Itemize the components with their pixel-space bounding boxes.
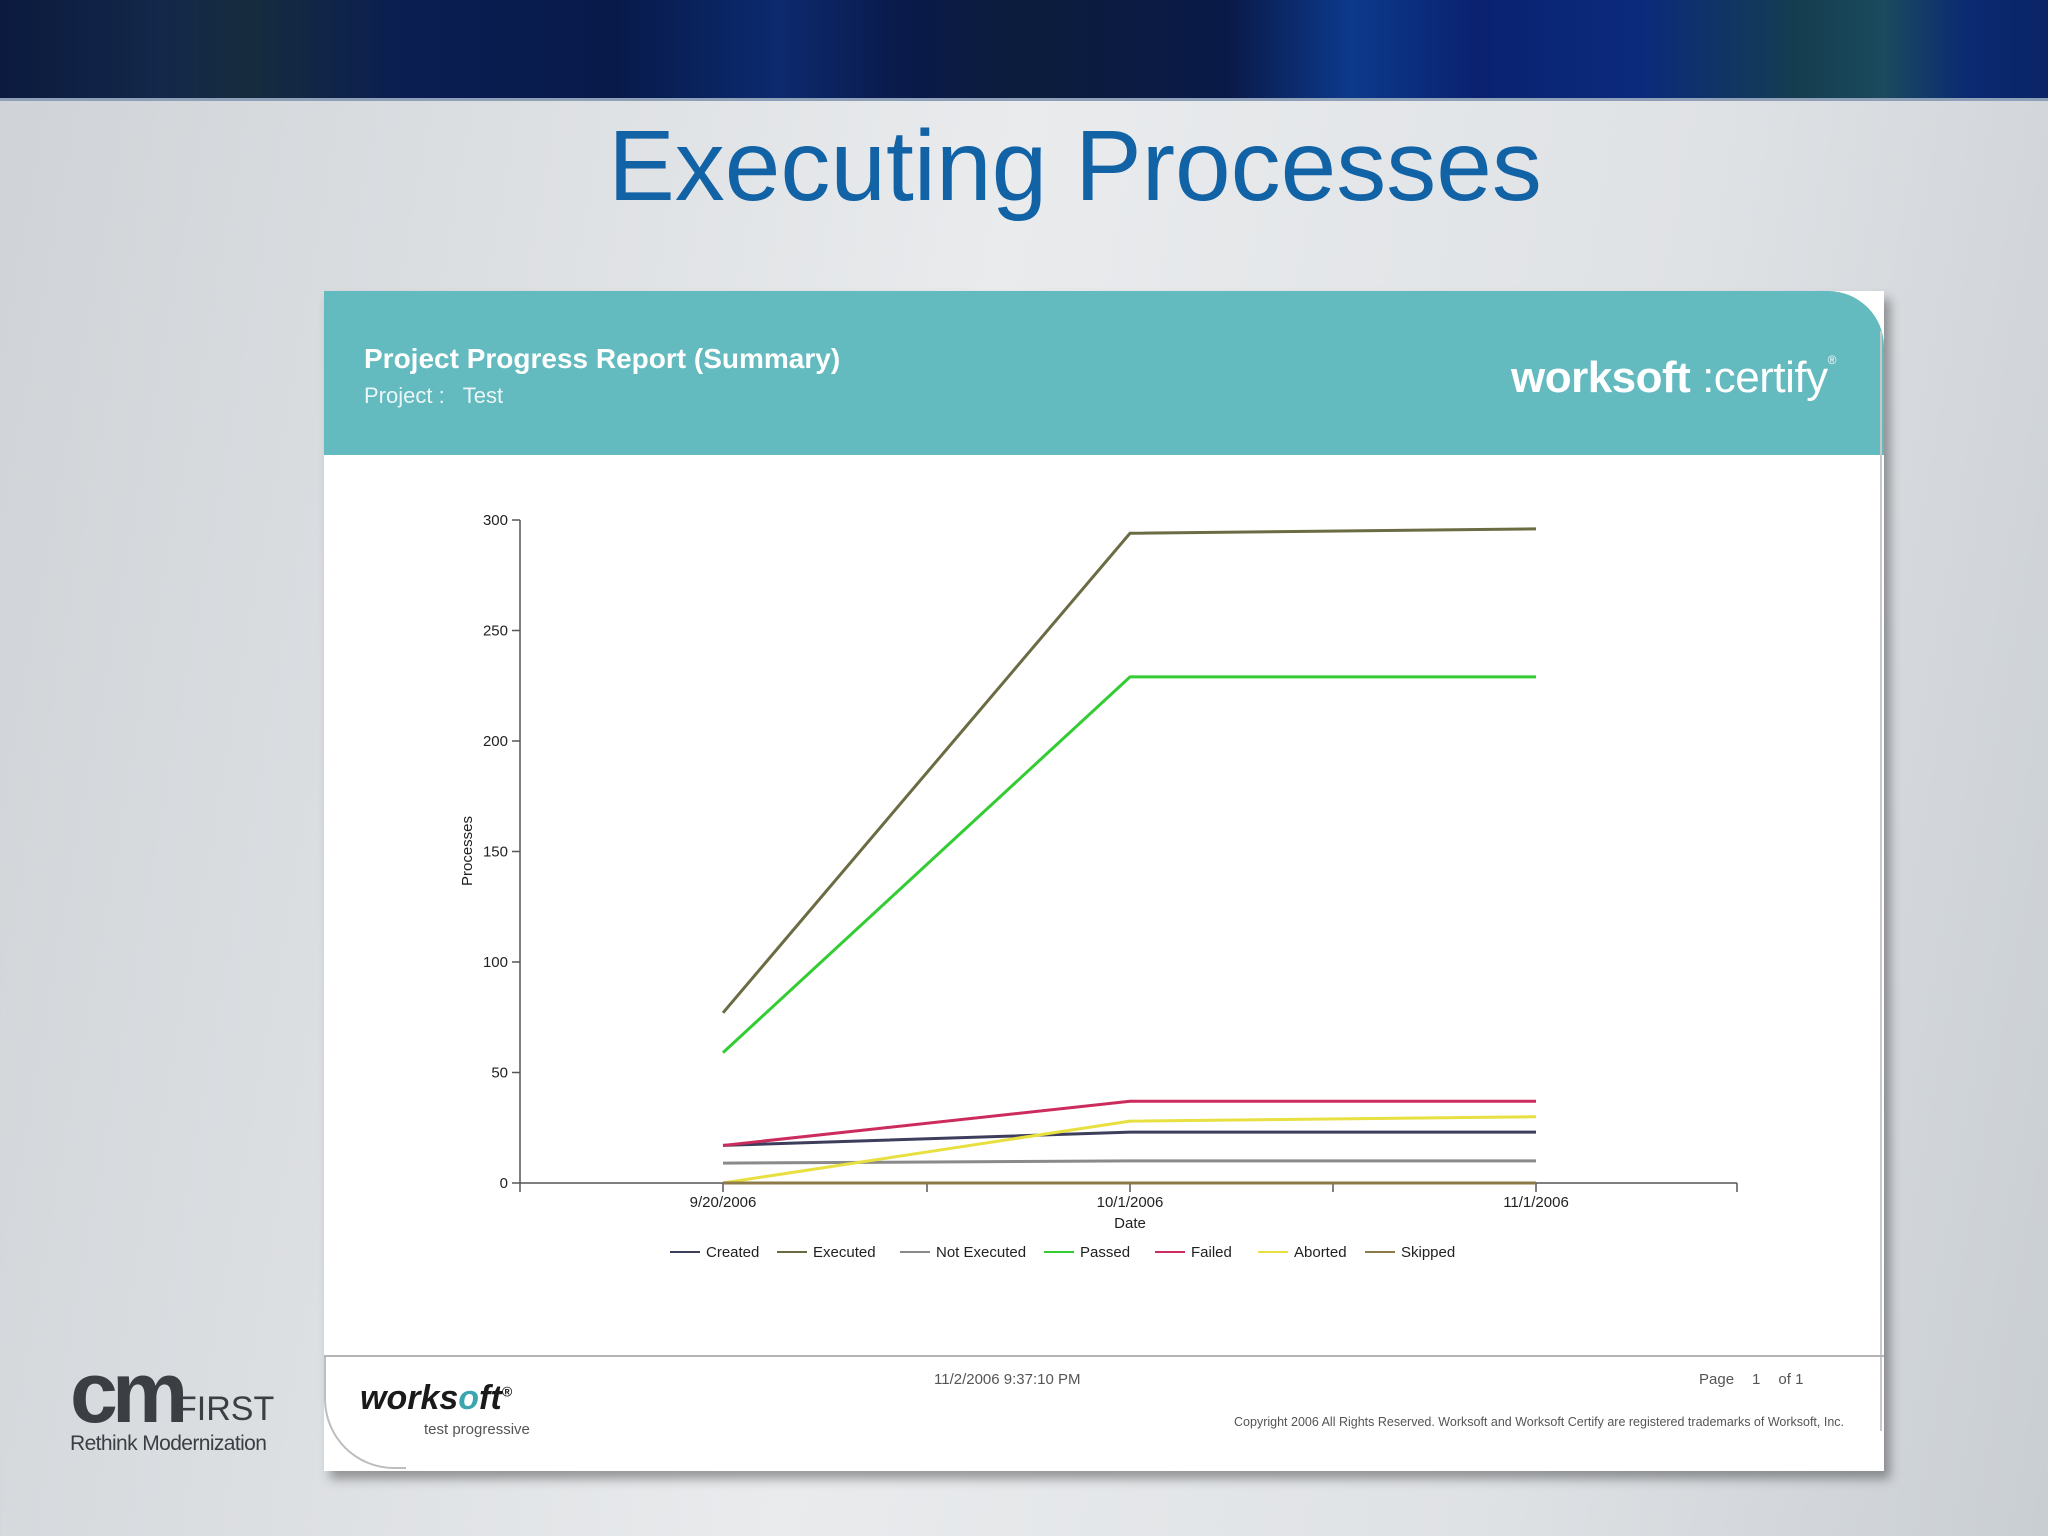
y-tick-label: 150 bbox=[483, 844, 508, 861]
y-axis-label: Processes bbox=[459, 816, 476, 886]
brand-bold: worksoft bbox=[1510, 353, 1691, 402]
legend-label: Executed bbox=[813, 1244, 876, 1261]
x-axis-label: Date bbox=[1114, 1215, 1146, 1232]
top-banner bbox=[0, 0, 2048, 101]
y-tick-label: 100 bbox=[483, 954, 508, 971]
report-title: Project Progress Report (Summary) bbox=[364, 343, 841, 374]
x-tick-label: 10/1/2006 bbox=[1097, 1194, 1164, 1211]
brand-light: :certify bbox=[1702, 353, 1828, 402]
project-label: Project : bbox=[364, 383, 445, 408]
footer-logo-suffix: ft bbox=[479, 1379, 502, 1417]
report-header: Project Progress Report (Summary) Projec… bbox=[324, 291, 1884, 455]
series-line-created bbox=[722, 1130, 1536, 1147]
cm-logo-first: FIRST bbox=[176, 1390, 275, 1428]
worksoft-footer-logo: worksoft® bbox=[360, 1379, 512, 1418]
chart-area: 0 50 100 150 200 250 300 9/20/2006 10/1/2006 11/1… bbox=[324, 455, 1884, 1285]
panel-right-border bbox=[1880, 331, 1882, 1431]
legend-label: Created bbox=[706, 1244, 759, 1261]
series-line-not-executed bbox=[722, 1159, 1536, 1165]
project-value: Test bbox=[462, 383, 504, 408]
legend-label: Passed bbox=[1080, 1244, 1130, 1261]
series-line-aborted bbox=[722, 1115, 1537, 1185]
legend-label: Skipped bbox=[1401, 1244, 1455, 1261]
footer-logo-mark: ® bbox=[501, 1383, 513, 1400]
page-label: Page bbox=[1699, 1371, 1735, 1388]
series-line-passed bbox=[721, 675, 1536, 1054]
footer-logo-o: o bbox=[458, 1379, 480, 1417]
page-number: 1 bbox=[1752, 1371, 1761, 1388]
page-indicator: Page 1 of 1 bbox=[1699, 1371, 1821, 1388]
cm-logo-mark: cm bbox=[70, 1345, 188, 1441]
y-tick-label: 200 bbox=[483, 733, 508, 750]
footer-divider bbox=[324, 1355, 1884, 1357]
y-tick-label: 50 bbox=[491, 1065, 508, 1082]
cm-logo-tagline: Rethink Modernization bbox=[70, 1432, 267, 1455]
worksoft-certify-logo: worksoft :certify® bbox=[1510, 353, 1837, 403]
slide-title: Executing Processes bbox=[608, 110, 1542, 222]
report-panel: Project Progress Report (Summary) Projec… bbox=[324, 291, 1884, 1471]
series-line-executed bbox=[721, 527, 1537, 1014]
y-tick-label: 0 bbox=[500, 1175, 508, 1192]
legend-label: Not Executed bbox=[936, 1244, 1026, 1261]
x-tick-label: 9/20/2006 bbox=[690, 1194, 757, 1211]
legend-label: Aborted bbox=[1294, 1244, 1347, 1261]
footer-logo-prefix: works bbox=[360, 1379, 459, 1417]
y-tick-label: 250 bbox=[483, 623, 508, 640]
copyright-text: Copyright 2006 All Rights Reserved. Work… bbox=[1234, 1415, 1844, 1429]
series-line-failed bbox=[722, 1099, 1536, 1147]
cm-first-logo: cm FIRST Rethink Modernization bbox=[70, 1345, 274, 1460]
footer-tagline: test progressive bbox=[424, 1421, 530, 1438]
page-of: of 1 bbox=[1778, 1371, 1804, 1388]
y-tick-label: 300 bbox=[483, 512, 508, 529]
x-tick-label: 11/1/2006 bbox=[1503, 1194, 1569, 1211]
brand-mark: ® bbox=[1827, 353, 1837, 367]
legend-label: Failed bbox=[1191, 1244, 1232, 1261]
report-datetime: 11/2/2006 9:37:10 PM bbox=[934, 1371, 1081, 1388]
project-line: Project : Test bbox=[364, 383, 503, 409]
line-chart: 0 50 100 150 200 250 300 9/20/2006 10/1/2006 11/1… bbox=[459, 512, 1738, 1261]
